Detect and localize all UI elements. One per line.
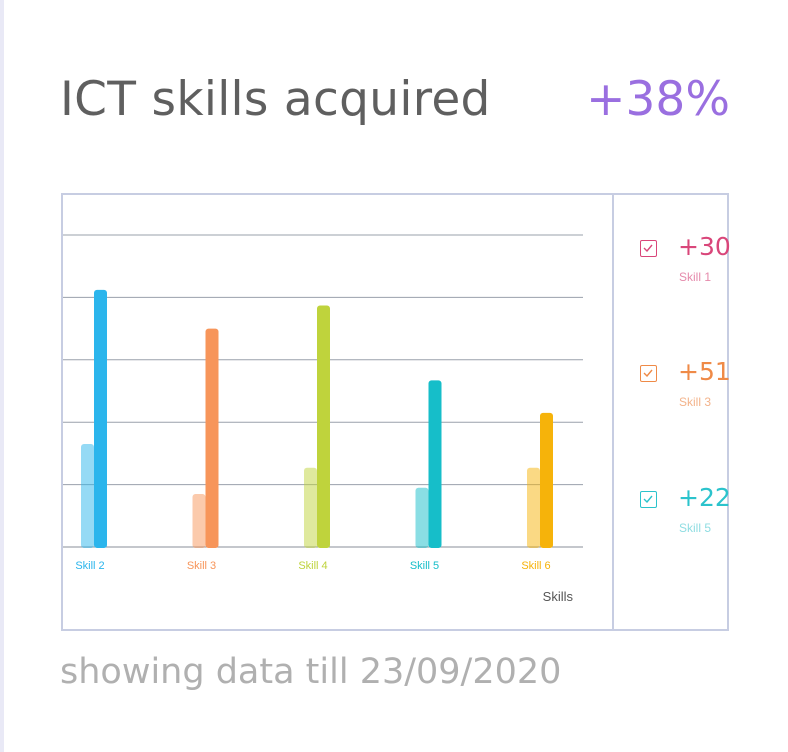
bar-skill-4-series-2[interactable] [317, 305, 330, 548]
headline-change-value: +38% [586, 72, 730, 127]
legend-divider [612, 195, 614, 629]
legend-label: Skill 3 [679, 395, 712, 409]
legend-item-skill-3[interactable]: +51 Skill 3 [614, 357, 731, 417]
x-axis-label: Skills [543, 589, 574, 604]
checkbox-icon[interactable] [640, 491, 657, 508]
x-tick-label: Skill 3 [187, 560, 216, 572]
bar-skill-3-series-1[interactable] [192, 493, 206, 548]
checkbox-icon[interactable] [640, 365, 657, 382]
check-icon [643, 369, 653, 377]
legend-value: +30 [678, 232, 731, 261]
bar-skill-3-series-2[interactable] [205, 328, 219, 548]
chart-panel: Skill 2 Skill 3 Skill 4 Skill 5 Skill 6 Skill… [61, 193, 731, 631]
bar-skill-2-series-1[interactable] [81, 444, 94, 548]
check-icon [643, 495, 653, 503]
left-edge-strip [0, 0, 4, 752]
x-tick-label: Skill 5 [410, 560, 439, 572]
bar-skill-5-series-1[interactable] [415, 487, 429, 548]
legend-label: Skill 1 [679, 270, 712, 284]
bar-skill-2-series-2[interactable] [94, 289, 107, 548]
check-icon [643, 244, 653, 252]
bar-skill-6-series-1[interactable] [527, 467, 540, 548]
bar-skill-5-series-2[interactable] [428, 380, 442, 548]
x-tick-label: Skill 4 [298, 560, 327, 572]
data-date-footer: showing data till 23/09/2020 [60, 652, 562, 692]
bar-skill-4-series-1[interactable] [304, 467, 317, 548]
legend: +30 Skill 1 +51 Skill 3 +22 Skill 5 [614, 195, 731, 629]
legend-value: +51 [678, 357, 731, 386]
x-tick-label: Skill 6 [521, 560, 550, 572]
card-title: ICT skills acquired [60, 72, 491, 127]
x-tick-label: Skill 2 [75, 560, 104, 572]
bar-chart: Skill 2 Skill 3 Skill 4 Skill 5 Skill 6 Skill… [63, 234, 583, 604]
legend-label: Skill 5 [679, 521, 712, 535]
legend-item-skill-1[interactable]: +30 Skill 1 [614, 232, 731, 292]
bar-skill-6-series-2[interactable] [540, 412, 553, 548]
legend-item-skill-5[interactable]: +22 Skill 5 [614, 483, 731, 543]
checkbox-icon[interactable] [640, 240, 657, 257]
legend-value: +22 [678, 483, 731, 512]
